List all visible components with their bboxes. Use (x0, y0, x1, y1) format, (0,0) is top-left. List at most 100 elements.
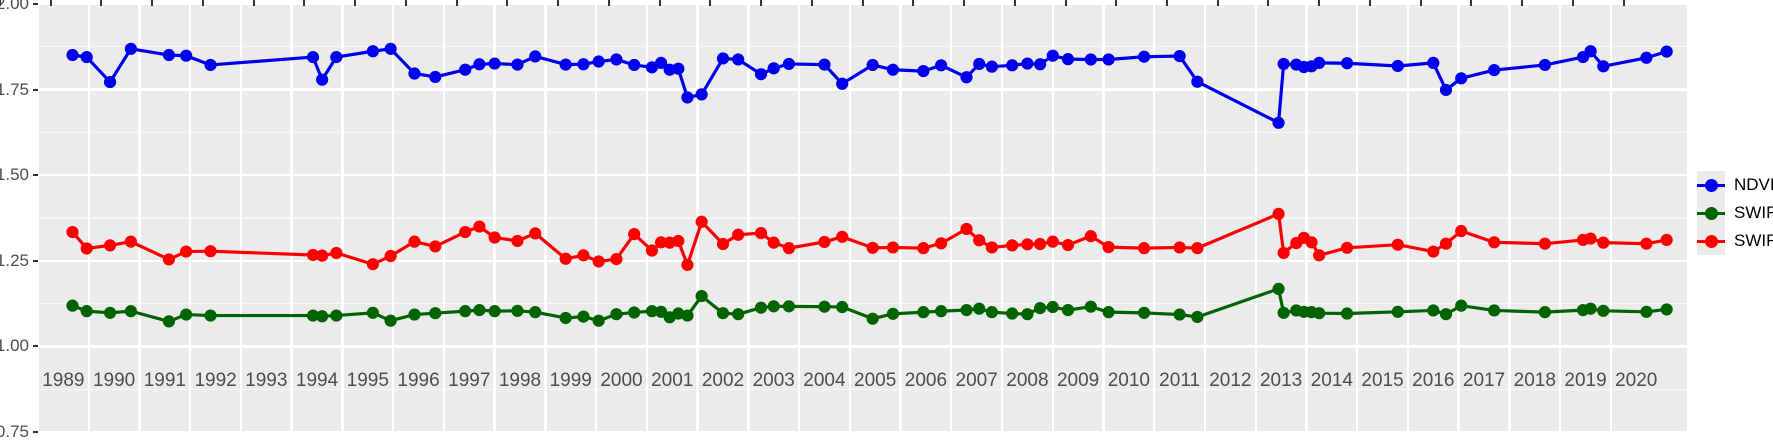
x-tick-mark (506, 0, 509, 6)
data-point (1102, 53, 1115, 66)
data-point (681, 258, 694, 272)
data-point (1021, 57, 1034, 70)
data-point (973, 302, 986, 315)
x-tick-label: 2001 (651, 370, 694, 391)
legend-label: SWIR1 (1734, 231, 1773, 250)
data-point (204, 58, 217, 72)
y-tick-label: 1.25 (0, 250, 29, 270)
data-point (162, 253, 176, 266)
data-point (429, 307, 442, 320)
data-point (366, 306, 379, 319)
data-point (1660, 303, 1673, 316)
data-point (866, 58, 879, 72)
data-point (628, 306, 641, 319)
data-point (672, 62, 685, 75)
data-point (1021, 308, 1034, 321)
data-point (1313, 307, 1326, 320)
data-point (511, 234, 524, 248)
gridline-major-horizontal (38, 174, 1687, 177)
x-tick-mark (1115, 0, 1118, 6)
x-tick-label: 1992 (194, 370, 237, 391)
gridline-major-vertical (391, 4, 395, 432)
data-point (836, 230, 849, 243)
legend-item-ndvi[interactable]: NDVI (1697, 171, 1773, 199)
data-point (1640, 51, 1653, 64)
data-point (973, 57, 986, 71)
data-point (316, 310, 329, 323)
y-tick-mark (33, 345, 38, 348)
data-point (1046, 235, 1059, 248)
data-point (818, 300, 831, 313)
x-tick-mark (404, 0, 407, 6)
data-point (754, 226, 768, 240)
gridline-major-vertical (848, 4, 851, 432)
x-tick-label: 1997 (448, 370, 491, 391)
data-point (162, 48, 176, 62)
data-point (935, 305, 948, 318)
data-point (782, 57, 796, 71)
gridline-minor-horizontal (38, 302, 1687, 305)
data-point (754, 301, 768, 314)
x-tick-label: 1990 (92, 370, 136, 391)
data-point (610, 308, 623, 321)
data-point (80, 50, 93, 64)
data-point (408, 235, 421, 248)
data-point (917, 65, 930, 78)
gridline-major-vertical (1000, 4, 1004, 432)
legend-item-swir2[interactable]: SWIR2 (1697, 199, 1773, 227)
data-point (681, 309, 694, 322)
gridline-major-vertical (138, 4, 141, 432)
gridline-major-vertical (1305, 4, 1308, 432)
data-point (162, 315, 176, 328)
data-point (610, 53, 623, 66)
data-point (80, 305, 93, 318)
data-point (408, 308, 421, 321)
data-point (529, 50, 542, 63)
data-point (180, 245, 193, 258)
data-point (204, 245, 217, 258)
data-point (577, 310, 590, 323)
data-point (1138, 306, 1151, 319)
gridline-major-vertical (1356, 4, 1359, 432)
x-tick-mark (455, 0, 458, 6)
data-point (180, 49, 193, 62)
plot-panel: 1989 1990 1991 1992 1993 1994 1995 1996 1997 1998… (38, 4, 1687, 432)
data-point (1033, 58, 1047, 71)
data-point (654, 56, 668, 69)
data-point (1191, 75, 1204, 88)
data-point (1173, 49, 1186, 63)
x-tick-mark (607, 0, 610, 6)
x-tick-mark (201, 0, 204, 6)
data-point (577, 249, 590, 262)
data-point (672, 307, 685, 320)
data-point (366, 45, 379, 58)
data-point (1313, 249, 1326, 262)
data-point (767, 300, 780, 313)
x-tick-mark (1419, 0, 1422, 6)
data-point (488, 305, 501, 318)
data-point (80, 242, 93, 255)
x-tick-mark (1013, 0, 1016, 6)
x-tick-mark (1571, 0, 1574, 6)
x-tick-mark (303, 0, 306, 6)
gridline-major-horizontal (38, 430, 1687, 432)
legend-item-swir1[interactable]: SWIR1 (1697, 227, 1773, 255)
data-point (103, 306, 117, 319)
gridline-major-horizontal (38, 259, 1687, 262)
data-point (681, 91, 694, 104)
x-tick-label: 2005 (854, 370, 897, 391)
data-point (695, 88, 708, 101)
gridline-minor-horizontal (38, 131, 1687, 134)
data-point (1538, 237, 1552, 250)
data-point (695, 289, 708, 303)
data-point (1584, 45, 1597, 58)
data-point (1660, 45, 1673, 58)
data-point (628, 58, 641, 72)
data-point (732, 228, 745, 241)
data-point (886, 241, 900, 254)
data-point (306, 309, 320, 322)
data-point (985, 306, 998, 319)
data-point (459, 63, 472, 76)
x-tick-label: 2017 (1462, 370, 1506, 391)
gridline-major-vertical (1102, 4, 1105, 432)
